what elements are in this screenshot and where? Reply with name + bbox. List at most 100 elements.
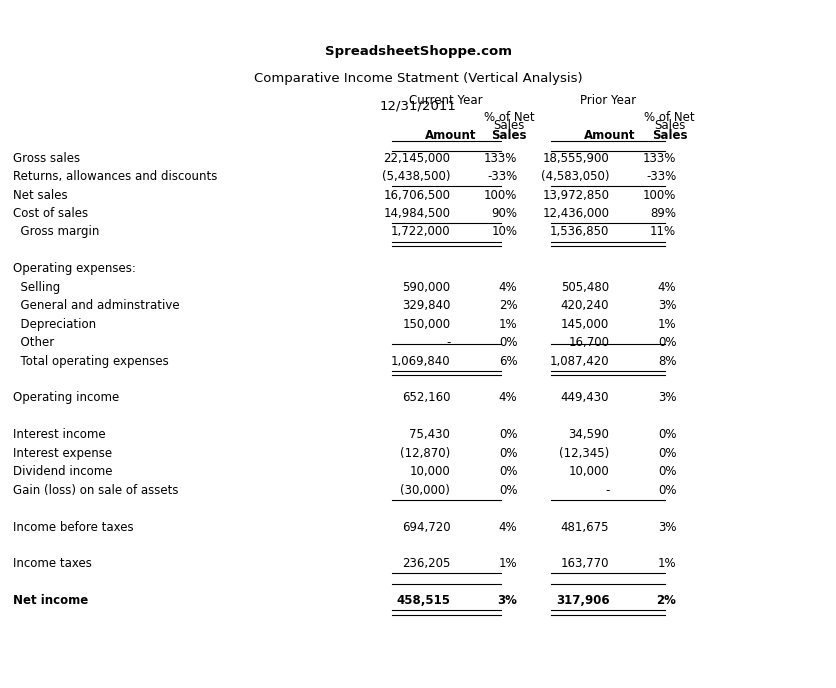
Text: % of Net: % of Net — [483, 111, 533, 124]
Text: 1,536,850: 1,536,850 — [549, 226, 609, 239]
Text: 6%: 6% — [498, 354, 517, 367]
Text: 0%: 0% — [498, 447, 517, 460]
Text: Operating income: Operating income — [13, 391, 119, 405]
Text: 16,706,500: 16,706,500 — [383, 189, 450, 202]
Text: 2%: 2% — [498, 299, 517, 312]
Text: 14,984,500: 14,984,500 — [383, 207, 450, 220]
Text: Interest income: Interest income — [13, 429, 105, 441]
Text: Sales: Sales — [653, 119, 685, 132]
Text: 0%: 0% — [657, 336, 675, 349]
Text: 1,087,420: 1,087,420 — [549, 354, 609, 367]
Text: 420,240: 420,240 — [560, 299, 609, 312]
Text: Selling: Selling — [13, 281, 59, 294]
Text: Sales: Sales — [492, 119, 524, 132]
Text: 590,000: 590,000 — [402, 281, 450, 294]
Text: 458,515: 458,515 — [395, 594, 450, 608]
Text: 2%: 2% — [655, 594, 675, 608]
Text: General and adminstrative: General and adminstrative — [13, 299, 179, 312]
Text: SpreadsheetShoppe.com: SpreadsheetShoppe.com — [324, 45, 512, 58]
Text: -: - — [446, 336, 450, 349]
Text: 10,000: 10,000 — [409, 465, 450, 478]
Text: 163,770: 163,770 — [560, 557, 609, 570]
Text: 11%: 11% — [650, 226, 675, 239]
Text: 18,555,900: 18,555,900 — [542, 152, 609, 164]
Text: Other: Other — [13, 336, 54, 349]
Text: Comparative Income Statment (Vertical Analysis): Comparative Income Statment (Vertical An… — [254, 72, 582, 85]
Text: 0%: 0% — [498, 484, 517, 497]
Text: 16,700: 16,700 — [568, 336, 609, 349]
Text: -33%: -33% — [645, 170, 675, 183]
Text: 236,205: 236,205 — [401, 557, 450, 570]
Text: (30,000): (30,000) — [400, 484, 450, 497]
Text: 0%: 0% — [657, 465, 675, 478]
Text: 1,069,840: 1,069,840 — [390, 354, 450, 367]
Text: Returns, allowances and discounts: Returns, allowances and discounts — [13, 170, 217, 183]
Text: 1%: 1% — [498, 557, 517, 570]
Text: Dividend income: Dividend income — [13, 465, 112, 478]
Text: 1,722,000: 1,722,000 — [390, 226, 450, 239]
Text: 1%: 1% — [657, 318, 675, 331]
Text: Depreciation: Depreciation — [13, 318, 95, 331]
Text: (4,583,050): (4,583,050) — [540, 170, 609, 183]
Text: % of Net: % of Net — [644, 111, 694, 124]
Text: 4%: 4% — [498, 281, 517, 294]
Text: 0%: 0% — [498, 336, 517, 349]
Text: 1%: 1% — [657, 557, 675, 570]
Text: 694,720: 694,720 — [401, 521, 450, 533]
Text: Sales: Sales — [651, 129, 686, 142]
Text: Prior Year: Prior Year — [579, 94, 635, 107]
Text: 481,675: 481,675 — [560, 521, 609, 533]
Text: 13,972,850: 13,972,850 — [542, 189, 609, 202]
Text: 3%: 3% — [497, 594, 517, 608]
Text: (5,438,500): (5,438,500) — [381, 170, 450, 183]
Text: 0%: 0% — [657, 429, 675, 441]
Text: Current Year: Current Year — [409, 94, 482, 107]
Text: 133%: 133% — [483, 152, 517, 164]
Text: Cost of sales: Cost of sales — [13, 207, 88, 220]
Text: 89%: 89% — [650, 207, 675, 220]
Text: 90%: 90% — [491, 207, 517, 220]
Text: Gross margin: Gross margin — [13, 226, 99, 239]
Text: 4%: 4% — [657, 281, 675, 294]
Text: 145,000: 145,000 — [560, 318, 609, 331]
Text: 329,840: 329,840 — [401, 299, 450, 312]
Text: 0%: 0% — [498, 465, 517, 478]
Text: 34,590: 34,590 — [568, 429, 609, 441]
Text: 150,000: 150,000 — [402, 318, 450, 331]
Text: 8%: 8% — [657, 354, 675, 367]
Text: 100%: 100% — [483, 189, 517, 202]
Text: 3%: 3% — [657, 521, 675, 533]
Text: 133%: 133% — [642, 152, 675, 164]
Text: 22,145,000: 22,145,000 — [383, 152, 450, 164]
Text: Net sales: Net sales — [13, 189, 67, 202]
Text: 12/31/2011: 12/31/2011 — [380, 100, 456, 113]
Text: 100%: 100% — [642, 189, 675, 202]
Text: 10,000: 10,000 — [568, 465, 609, 478]
Text: 0%: 0% — [498, 429, 517, 441]
Text: Income taxes: Income taxes — [13, 557, 91, 570]
Text: -: - — [604, 484, 609, 497]
Text: 0%: 0% — [657, 447, 675, 460]
Text: 652,160: 652,160 — [401, 391, 450, 405]
Text: Net income: Net income — [13, 594, 88, 608]
Text: 4%: 4% — [498, 391, 517, 405]
Text: (12,345): (12,345) — [558, 447, 609, 460]
Text: (12,870): (12,870) — [400, 447, 450, 460]
Text: 449,430: 449,430 — [560, 391, 609, 405]
Text: Sales: Sales — [491, 129, 526, 142]
Text: 3%: 3% — [657, 299, 675, 312]
Text: 1%: 1% — [498, 318, 517, 331]
Text: 75,430: 75,430 — [409, 429, 450, 441]
Text: Interest expense: Interest expense — [13, 447, 111, 460]
Text: 10%: 10% — [491, 226, 517, 239]
Text: Amount: Amount — [583, 129, 635, 142]
Text: 505,480: 505,480 — [561, 281, 609, 294]
Text: 0%: 0% — [657, 484, 675, 497]
Text: Operating expenses:: Operating expenses: — [13, 262, 135, 275]
Text: 12,436,000: 12,436,000 — [542, 207, 609, 220]
Text: -33%: -33% — [487, 170, 517, 183]
Text: Total operating expenses: Total operating expenses — [13, 354, 168, 367]
Text: 317,906: 317,906 — [555, 594, 609, 608]
Text: 3%: 3% — [657, 391, 675, 405]
Text: Gross sales: Gross sales — [13, 152, 79, 164]
